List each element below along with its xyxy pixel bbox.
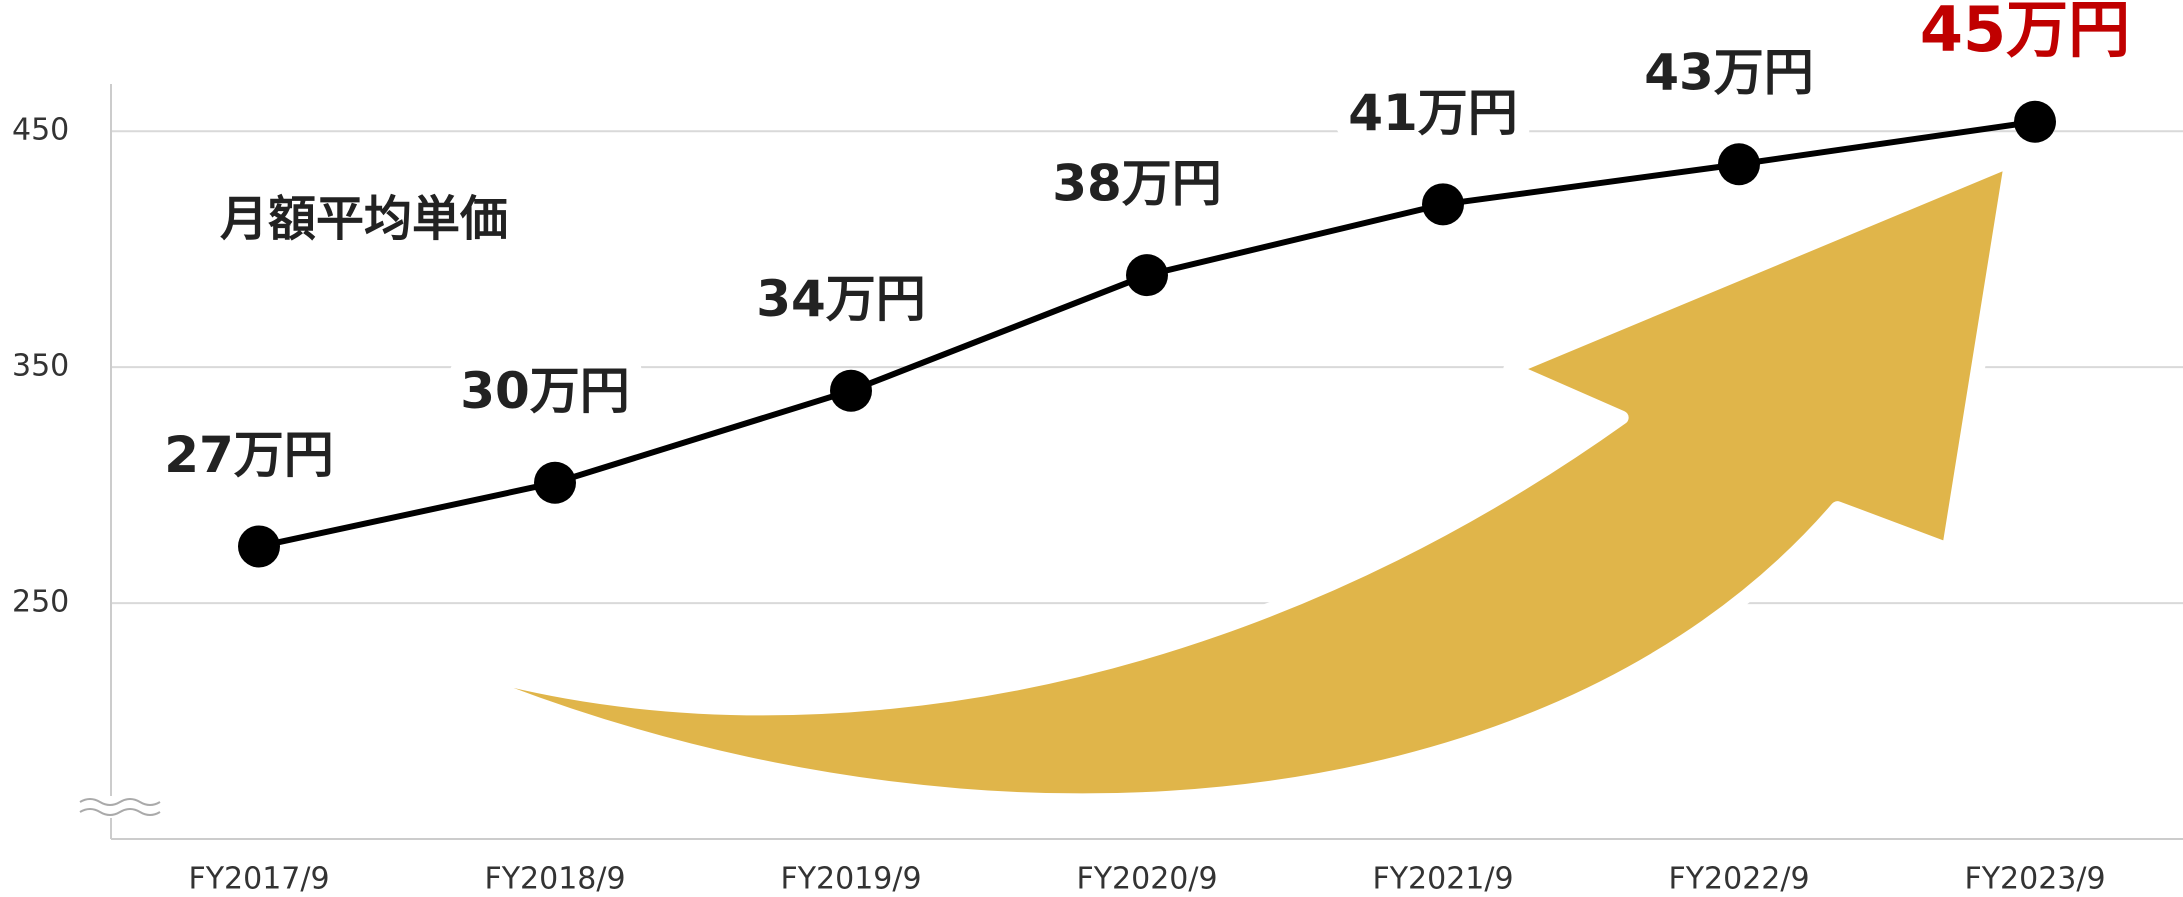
- data-point: [830, 369, 872, 412]
- data-label: 45万円: [1920, 0, 2130, 66]
- x-tick-label: FY2021/9: [1372, 862, 1513, 897]
- data-label: 38万円: [1052, 155, 1222, 213]
- data-point: [1126, 254, 1168, 297]
- chart-title: 月額平均単価: [220, 191, 508, 247]
- x-tick-label: FY2022/9: [1668, 862, 1809, 897]
- x-tick-label: FY2018/9: [484, 862, 625, 897]
- data-point: [2014, 100, 2056, 143]
- data-point: [1718, 143, 1760, 186]
- x-tick-label: FY2019/9: [780, 862, 921, 897]
- data-label: 43万円: [1644, 44, 1814, 102]
- x-tick-label: FY2020/9: [1076, 862, 1217, 897]
- data-label: 34万円: [756, 270, 926, 328]
- y-tick-label: 250: [12, 585, 69, 620]
- y-tick-label: 350: [12, 349, 69, 384]
- data-point: [1422, 183, 1464, 226]
- y-tick-label: 450: [12, 113, 69, 148]
- x-tick-label: FY2023/9: [1964, 862, 2105, 897]
- data-label: 30万円: [460, 362, 630, 420]
- growth-arrow: [320, 153, 2019, 808]
- axis-break: [76, 796, 166, 818]
- data-point: [534, 461, 576, 504]
- data-label: 27万円: [164, 426, 334, 484]
- data-point: [238, 525, 280, 568]
- data-label: 41万円: [1348, 84, 1518, 142]
- x-tick-label: FY2017/9: [188, 862, 329, 897]
